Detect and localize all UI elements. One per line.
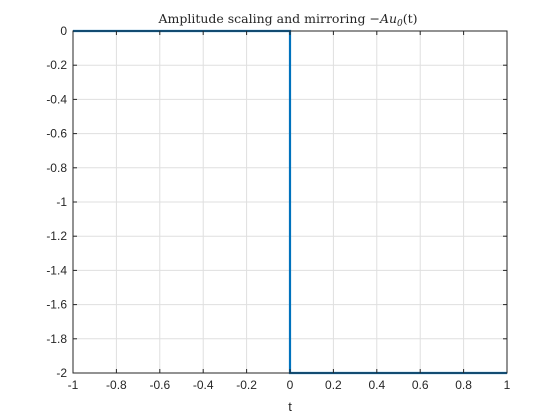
chart-title: Amplitude scaling and mirroring −Au0(t) (157, 11, 417, 29)
y-tick-label: -0.2 (46, 58, 67, 72)
y-tick-label: 0 (60, 24, 67, 38)
x-tick-label: -0.8 (106, 378, 127, 392)
y-tick-label: -1.2 (46, 229, 67, 243)
y-tick-label: -1.8 (46, 332, 67, 346)
x-tick-label: 0 (287, 378, 294, 392)
y-tick-label: -1.4 (46, 263, 67, 277)
y-tick-label: -0.8 (46, 161, 67, 175)
x-tick-label: 0.8 (455, 378, 472, 392)
tick-marks (72, 30, 508, 374)
x-tick-label: 1 (504, 378, 511, 392)
x-tick-labels: -1 -0.8 -0.6 -0.4 -0.2 0 0.2 0.4 0.6 0.8 1 (68, 378, 511, 392)
y-tick-label: -1.6 (46, 298, 67, 312)
x-tick-label: 0.2 (325, 378, 342, 392)
x-tick-label: -0.6 (149, 378, 170, 392)
x-tick-label: -1 (68, 378, 79, 392)
x-tick-label: 0.6 (412, 378, 429, 392)
y-tick-label: -1 (56, 195, 67, 209)
y-tick-label: -0.4 (46, 92, 67, 106)
x-tick-label: -0.4 (193, 378, 214, 392)
title-text: Amplitude scaling and mirroring (157, 11, 369, 26)
title-math-subscript: 0 (397, 19, 403, 29)
x-tick-label: -0.2 (236, 378, 257, 392)
x-axis-label: t (288, 399, 292, 414)
title-math: −Au (369, 11, 397, 26)
y-tick-labels: 0 -0.2 -0.4 -0.6 -0.8 -1 -1.2 -1.4 -1.6 -1.8 -2 (46, 24, 67, 380)
y-tick-label: -2 (56, 366, 67, 380)
x-tick-label: 0.4 (368, 378, 385, 392)
title-math-suffix: (t) (403, 11, 418, 26)
y-tick-label: -0.6 (46, 127, 67, 141)
